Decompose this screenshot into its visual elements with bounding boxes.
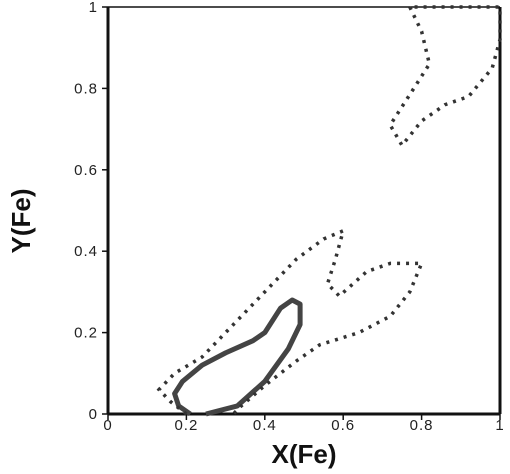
- y-tick-label: 0.6: [74, 162, 98, 179]
- y-tick-label: 0: [89, 406, 98, 423]
- dotted-contour-2: [388, 5, 502, 149]
- y-tick-label: 0.4: [74, 243, 98, 260]
- x-tick-label: 0: [103, 417, 112, 434]
- axis-ticks: 0 0.2 0.4 0.6 0.8 1 0 0.2 0.4 0.6 0.8 1: [74, 0, 504, 434]
- y-tick-label: 0.2: [74, 325, 98, 342]
- solid-contour-0: [172, 297, 303, 417]
- x-tick-label: 0.4: [253, 417, 277, 434]
- y-tick-label: 1: [89, 0, 98, 16]
- x-tick-label: 1: [495, 417, 504, 434]
- y-tick-label: 0.8: [74, 80, 98, 97]
- x-tick-label: 0.2: [174, 417, 198, 434]
- contour-lines: [156, 5, 502, 417]
- x-tick-label: 0.8: [410, 417, 434, 434]
- dotted-contour-1: [156, 227, 425, 416]
- y-axis-title: Y(Fe): [6, 189, 36, 254]
- x-axis-title: X(Fe): [272, 439, 337, 469]
- x-tick-label: 0.6: [331, 417, 355, 434]
